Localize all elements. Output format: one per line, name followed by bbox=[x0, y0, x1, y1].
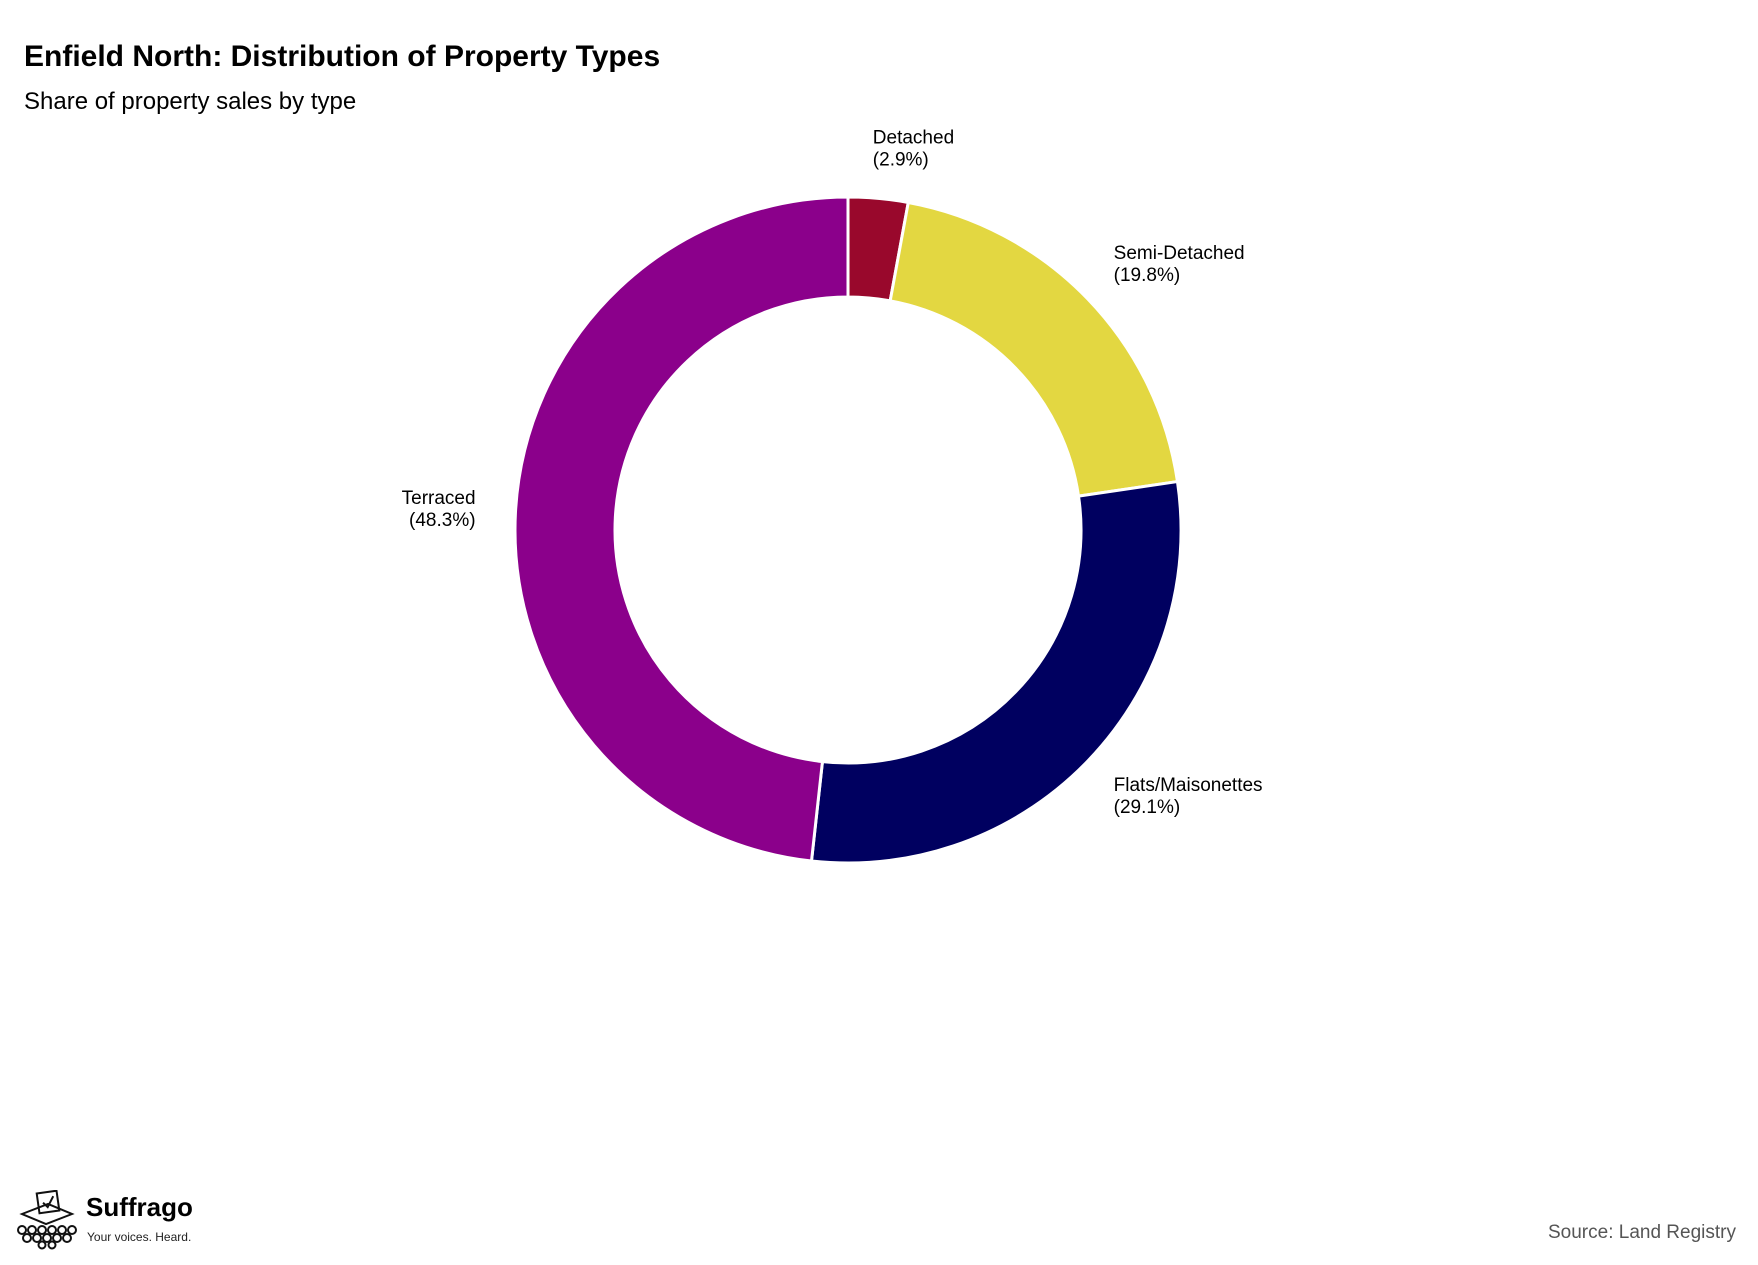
donut-slices bbox=[513, 195, 1183, 865]
brand-name: Suffrago bbox=[86, 1192, 193, 1222]
slice-label-terraced: Terraced (48.3%) bbox=[402, 488, 476, 531]
donut-chart: Detached (2.9%) Semi-Detached (19.8%) Flats/… bbox=[402, 128, 1263, 865]
slice-labels: Detached (2.9%) Semi-Detached (19.8%) Flats/… bbox=[402, 128, 1263, 818]
brand-logo: Suffrago Your voices. Heard. bbox=[14, 1190, 214, 1250]
brand-tagline: Your voices. Heard. bbox=[87, 1230, 192, 1244]
ballot-box-icon bbox=[17, 1190, 77, 1250]
slice-label-semi-detached: Semi-Detached (19.8%) bbox=[1114, 243, 1245, 286]
source-note: Source: Land Registry bbox=[1548, 1222, 1736, 1243]
slice-terraced bbox=[513, 195, 850, 863]
chart-title: Enfield North: Distribution of Property … bbox=[24, 40, 661, 73]
slice-label-detached: Detached (2.9%) bbox=[873, 128, 954, 171]
slice-flats-maisonettes bbox=[809, 479, 1183, 865]
slice-semi-detached bbox=[888, 200, 1180, 498]
slice-label-flats-maisonettes: Flats/Maisonettes (29.1%) bbox=[1114, 775, 1263, 818]
chart-subtitle: Share of property sales by type bbox=[24, 88, 357, 115]
